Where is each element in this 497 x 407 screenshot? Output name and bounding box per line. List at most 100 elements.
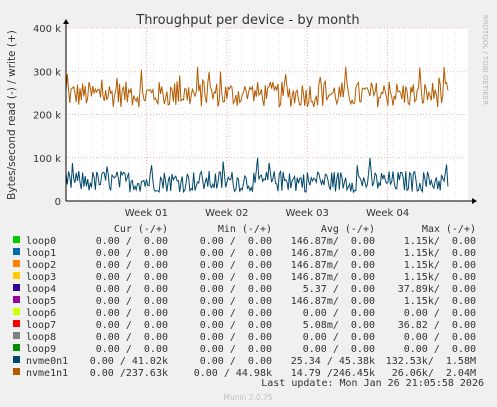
legend-min-loop4: 0.00 / 0.00 [200, 284, 272, 295]
y-tick-label: 300 k [33, 67, 61, 78]
legend-min-loop9: 0.00 / 0.00 [200, 344, 272, 355]
legend-min-loop6: 0.00 / 0.00 [200, 308, 272, 319]
legend-name-loop4: loop4 [26, 284, 56, 295]
legend-max-loop6: 0.00 / 0.00 [404, 308, 476, 319]
legend-max-loop4: 37.89k/ 0.00 [398, 284, 476, 295]
legend-max-nvme1n1: 26.06k/ 2.04M [392, 368, 476, 379]
legend-swatch-loop0 [13, 236, 20, 243]
legend-header-max: Max (-/+) [422, 224, 476, 235]
legend-min-loop7: 0.00 / 0.00 [200, 320, 272, 331]
legend-max-loop5: 1.15k/ 0.00 [404, 296, 476, 307]
legend-min-loop1: 0.00 / 0.00 [200, 248, 272, 259]
legend-cur-loop0: 0.00 / 0.00 [96, 236, 168, 247]
legend-swatch-loop6 [13, 308, 20, 315]
legend-header-avg: Avg (-/+) [321, 224, 375, 235]
legend-avg-loop5: 146.87m/ 0.00 [291, 296, 375, 307]
legend-name-loop6: loop6 [26, 308, 56, 319]
legend-min-loop2: 0.00 / 0.00 [200, 260, 272, 271]
legend-name-loop9: loop9 [26, 344, 56, 355]
legend-name-nvme0n1: nvme0n1 [26, 356, 68, 367]
legend-cur-nvme1n1: 0.00 /237.63k [90, 368, 168, 379]
legend-name-nvme1n1: nvme1n1 [26, 368, 68, 379]
last-update: Last update: Mon Jan 26 21:05:58 2026 [261, 378, 484, 389]
legend-header-cur: Cur (-/+) [114, 224, 168, 235]
legend-min-nvme0n1: 0.00 / 0.00 [200, 356, 272, 367]
legend-max-loop7: 36.82 / 0.00 [398, 320, 476, 331]
y-axis-arrow [63, 19, 69, 24]
legend-swatch-loop1 [13, 248, 20, 255]
legend-name-loop7: loop7 [26, 320, 56, 331]
legend-swatch-nvme1n1 [13, 368, 20, 375]
legend-max-loop9: 0.00 / 0.00 [404, 344, 476, 355]
legend-avg-loop4: 5.37 / 0.00 [303, 284, 375, 295]
legend-swatch-loop3 [13, 272, 20, 279]
legend-max-loop0: 1.15k/ 0.00 [404, 236, 476, 247]
grid [66, 27, 468, 201]
legend-avg-loop0: 146.87m/ 0.00 [291, 236, 375, 247]
rrdtool-credit: RRDTOOL / TOBI OETIKER [481, 15, 489, 105]
legend-cur-nvme0n1: 0.00 / 41.02k [90, 356, 168, 367]
x-axis-arrow [472, 198, 477, 204]
legend-avg-nvme0n1: 25.34 / 45.38k [291, 356, 375, 367]
legend-avg-loop7: 5.08m/ 0.00 [303, 320, 375, 331]
legend-max-nvme0n1: 132.53k/ 1.58M [386, 356, 476, 367]
legend-max-loop3: 1.15k/ 0.00 [404, 272, 476, 283]
legend-cur-loop9: 0.00 / 0.00 [96, 344, 168, 355]
legend-cur-loop8: 0.00 / 0.00 [96, 332, 168, 343]
munin-version: Munin 2.0.75 [223, 393, 272, 402]
legend-name-loop2: loop2 [26, 260, 56, 271]
legend-name-loop0: loop0 [26, 236, 56, 247]
legend-swatch-loop2 [13, 260, 20, 267]
legend-name-loop5: loop5 [26, 296, 56, 307]
legend-swatch-loop4 [13, 284, 20, 291]
series-line-nvme1n1 [65, 66, 449, 109]
legend-max-loop2: 1.15k/ 0.00 [404, 260, 476, 271]
series-line-nvme0n1 [65, 157, 449, 194]
legend-cur-loop7: 0.00 / 0.00 [96, 320, 168, 331]
legend-avg-loop8: 0.00 / 0.00 [303, 332, 375, 343]
x-tick-label: Week 03 [286, 208, 329, 219]
legend-min-nvme1n1: 0.00 / 44.98k [194, 368, 272, 379]
legend-min-loop5: 0.00 / 0.00 [200, 296, 272, 307]
series [65, 66, 449, 194]
legend-swatch-nvme0n1 [13, 356, 20, 363]
legend-avg-loop9: 0.00 / 0.00 [303, 344, 375, 355]
legend-avg-loop2: 146.87m/ 0.00 [291, 260, 375, 271]
legend-cur-loop6: 0.00 / 0.00 [96, 308, 168, 319]
legend-max-loop8: 0.00 / 0.00 [404, 332, 476, 343]
y-tick-label: 0 [55, 197, 61, 208]
chart-title: Throughput per device - by month [135, 13, 359, 28]
legend-min-loop0: 0.00 / 0.00 [200, 236, 272, 247]
x-tick-label: Week 01 [125, 208, 168, 219]
legend-avg-loop6: 0.00 / 0.00 [303, 308, 375, 319]
x-tick-label: Week 04 [366, 208, 409, 219]
legend: Cur (-/+) Min (-/+) Avg (-/+) Max (-/+) loop… [13, 224, 476, 379]
legend-swatch-loop5 [13, 296, 20, 303]
legend-avg-loop3: 146.87m/ 0.00 [291, 272, 375, 283]
legend-cur-loop1: 0.00 / 0.00 [96, 248, 168, 259]
legend-cur-loop2: 0.00 / 0.00 [96, 260, 168, 271]
legend-name-loop3: loop3 [26, 272, 56, 283]
legend-cur-loop5: 0.00 / 0.00 [96, 296, 168, 307]
legend-swatch-loop8 [13, 332, 20, 339]
legend-header-min: Min (-/+) [218, 224, 272, 235]
legend-swatch-loop7 [13, 320, 20, 327]
y-tick-label: 200 k [33, 111, 61, 122]
legend-swatch-loop9 [13, 344, 20, 351]
y-axis-label: Bytes/second read (-) / write (+) [6, 30, 18, 200]
legend-name-loop1: loop1 [26, 248, 56, 259]
legend-max-loop1: 1.15k/ 0.00 [404, 248, 476, 259]
legend-name-loop8: loop8 [26, 332, 56, 343]
legend-cur-loop3: 0.00 / 0.00 [96, 272, 168, 283]
legend-avg-loop1: 146.87m/ 0.00 [291, 248, 375, 259]
tick-labels: 0 100 k 200 k 300 k 400 k Week 01 Week 02 Week … [33, 24, 409, 219]
legend-min-loop8: 0.00 / 0.00 [200, 332, 272, 343]
y-tick-label: 100 k [33, 154, 61, 165]
x-tick-label: Week 02 [205, 208, 248, 219]
legend-avg-nvme1n1: 14.79 /246.45k [291, 368, 375, 379]
y-tick-label: 400 k [33, 24, 61, 35]
axes [63, 19, 477, 204]
legend-min-loop3: 0.00 / 0.00 [200, 272, 272, 283]
legend-cur-loop4: 0.00 / 0.00 [96, 284, 168, 295]
